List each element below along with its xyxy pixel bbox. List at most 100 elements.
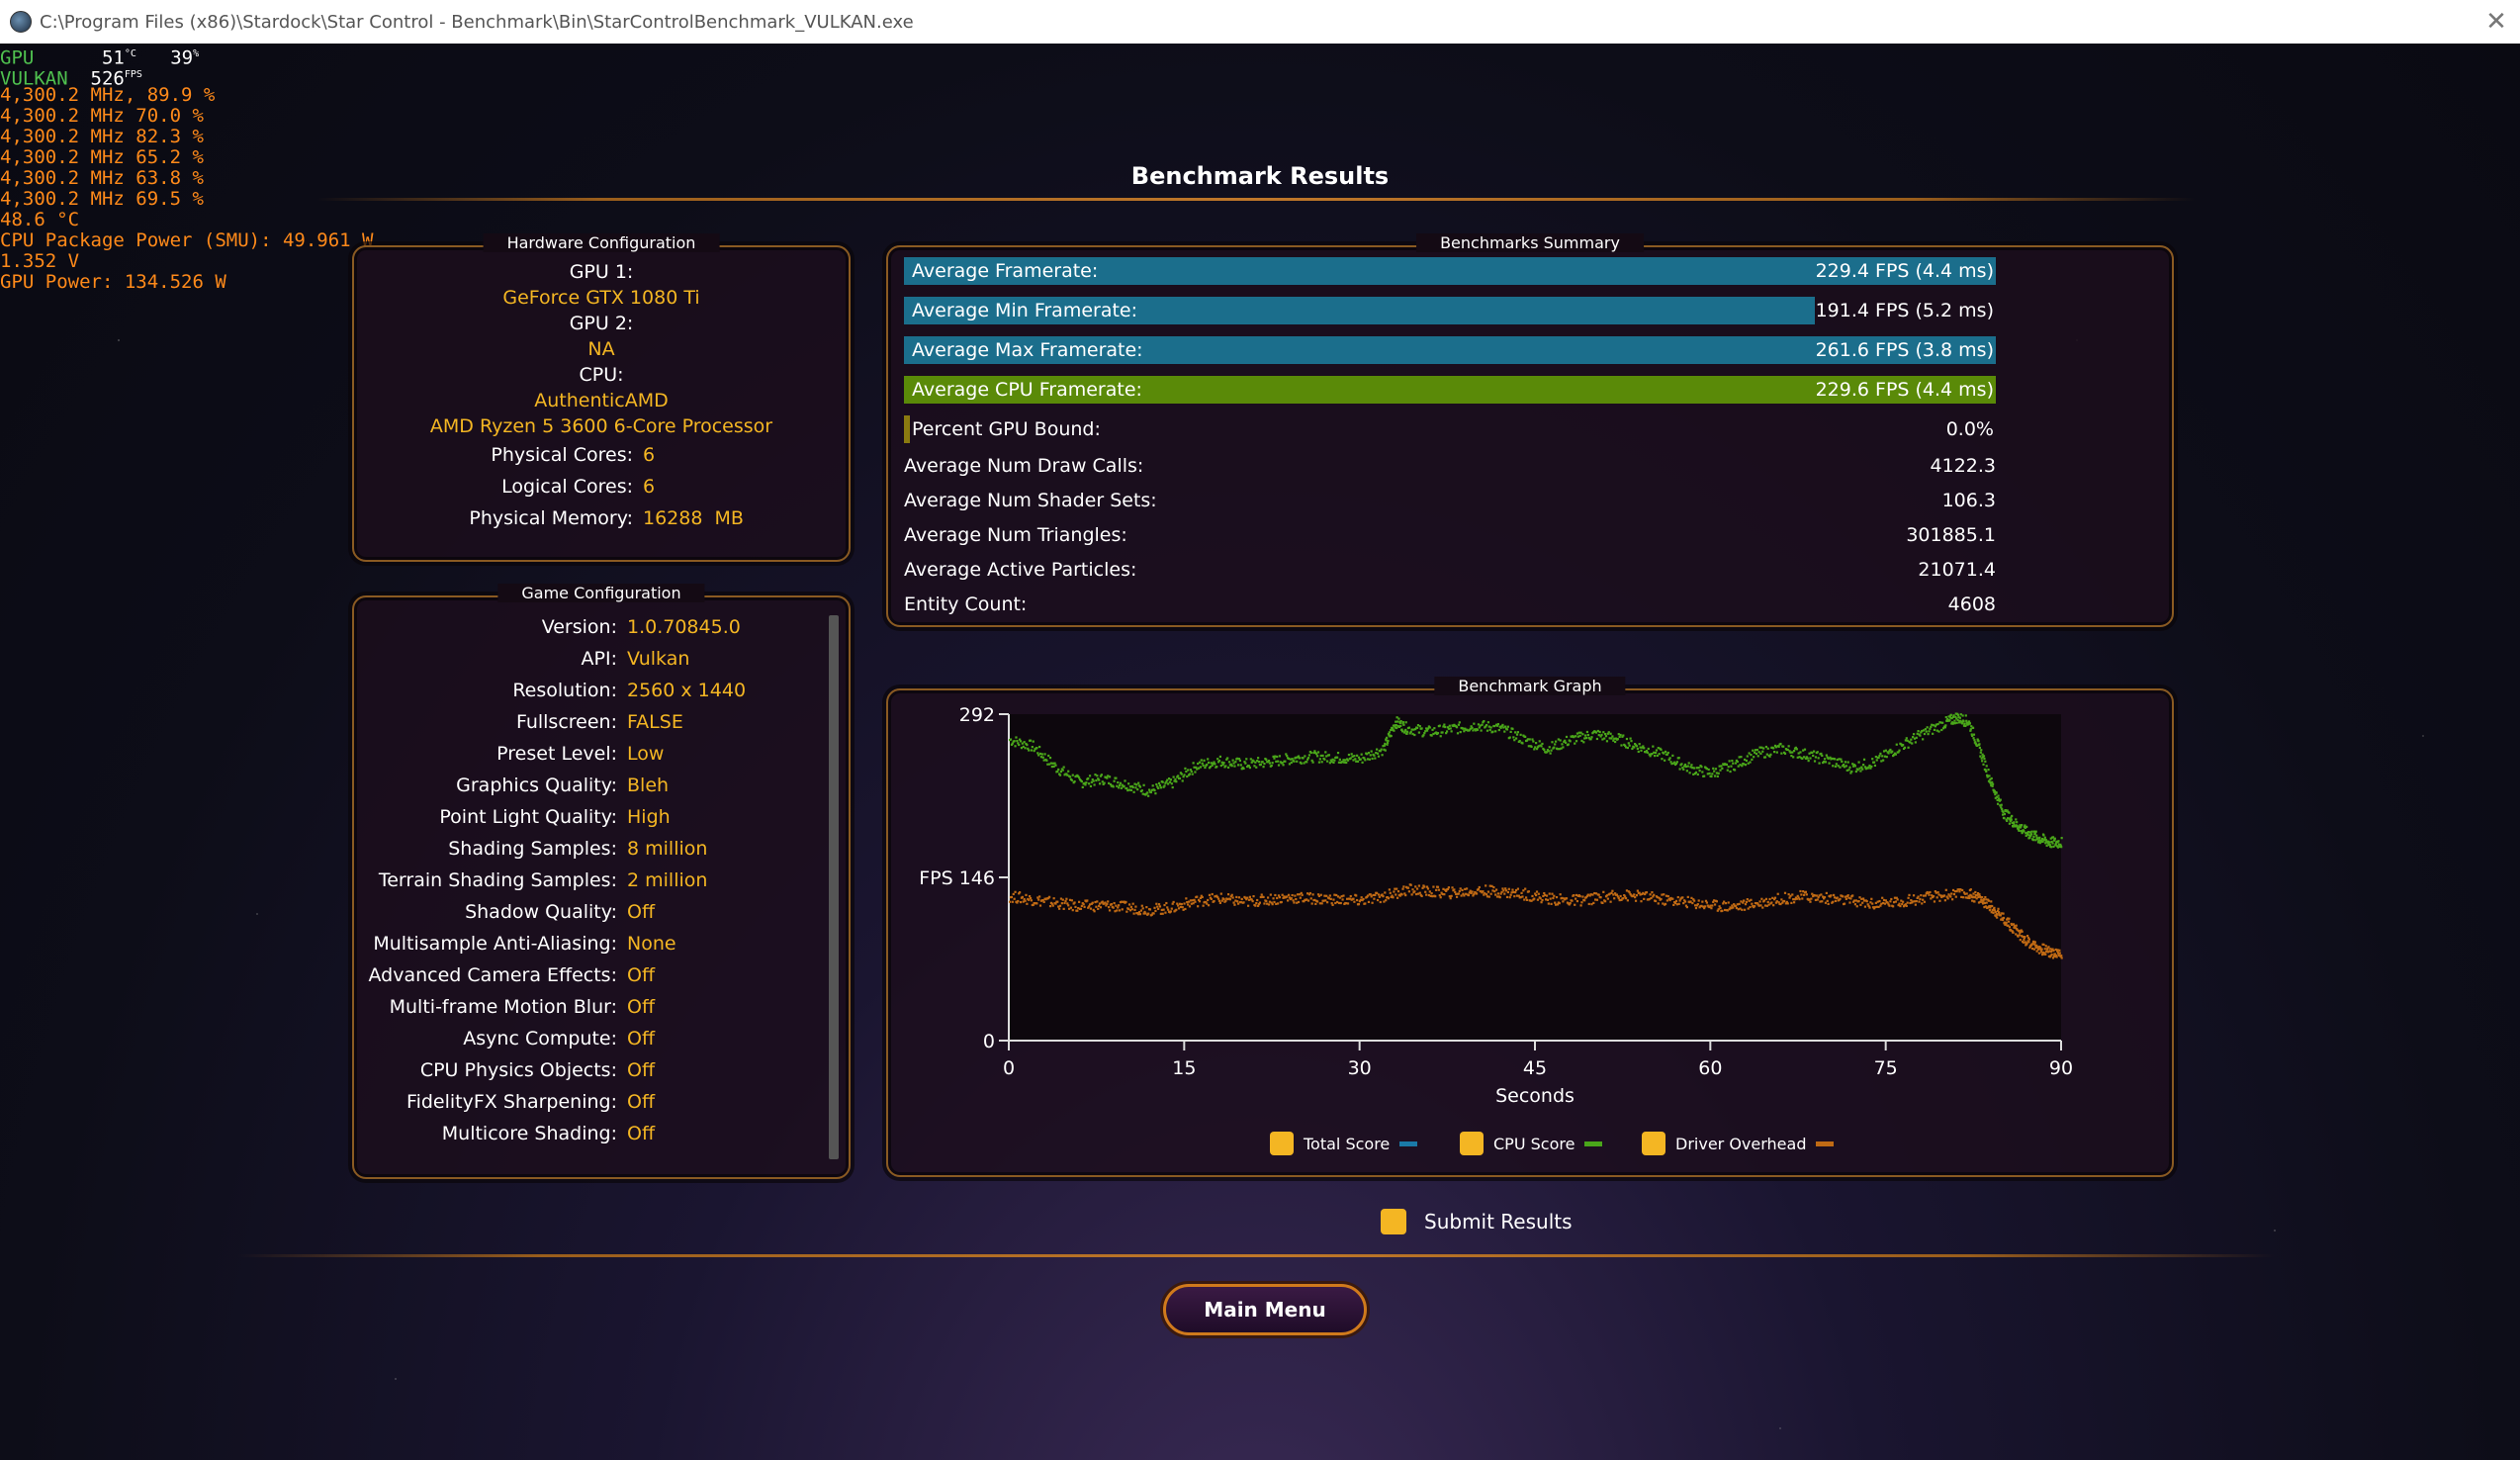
data-point <box>1803 748 1807 751</box>
data-point <box>1049 762 1053 765</box>
data-point <box>1088 782 1091 785</box>
data-point <box>1633 893 1636 896</box>
data-point <box>1868 764 1871 768</box>
legend-total-score[interactable]: Total Score <box>1270 1132 1418 1155</box>
legend-driver-overhead[interactable]: Driver Overhead <box>1642 1132 1835 1155</box>
data-point <box>1874 901 1877 904</box>
data-point <box>1059 770 1063 774</box>
data-point <box>1625 737 1629 741</box>
x-tick-label: 60 <box>1698 1057 1722 1079</box>
data-point <box>1995 791 1998 794</box>
legend-checkbox[interactable] <box>1460 1132 1484 1155</box>
data-point <box>1225 758 1228 761</box>
data-point <box>1369 893 1372 896</box>
data-point <box>1355 894 1358 897</box>
data-point <box>1337 761 1341 764</box>
data-point <box>1667 758 1670 761</box>
data-point <box>1949 716 1952 719</box>
data-point <box>1178 776 1182 780</box>
data-point <box>2016 825 2019 828</box>
data-point <box>1766 900 1769 904</box>
data-point <box>1984 769 1987 772</box>
data-point <box>1556 903 1560 906</box>
data-point <box>1293 901 1296 904</box>
data-point <box>1955 721 1958 724</box>
data-point <box>1434 895 1437 898</box>
data-point <box>1487 895 1490 898</box>
data-point <box>1357 903 1361 906</box>
data-point <box>1263 902 1266 905</box>
data-point <box>1691 767 1694 770</box>
data-point <box>1878 754 1881 758</box>
data-point <box>1618 735 1621 738</box>
gpu2-value: NA <box>587 338 615 360</box>
data-point <box>2051 957 2055 959</box>
data-point <box>1082 903 1085 906</box>
data-point <box>1994 796 1997 799</box>
data-point <box>1332 761 1335 764</box>
data-point <box>2060 846 2063 849</box>
data-point <box>2013 821 2016 824</box>
main-menu-button[interactable]: Main Menu <box>1163 1284 1367 1335</box>
data-point <box>1402 885 1405 888</box>
submit-results-checkbox[interactable] <box>1381 1209 1406 1234</box>
data-point <box>1733 903 1736 906</box>
data-point <box>1206 763 1209 767</box>
data-point <box>1337 901 1341 905</box>
data-point <box>1788 896 1791 899</box>
data-point <box>1972 892 1975 895</box>
submit-results-toggle[interactable]: Submit Results <box>1381 1209 1573 1234</box>
game-config-scrollbar[interactable] <box>829 615 839 1159</box>
legend-checkbox[interactable] <box>1270 1132 1294 1155</box>
data-point <box>2008 822 2011 825</box>
data-point <box>1836 896 1839 899</box>
data-point <box>1879 904 1882 907</box>
data-point <box>1470 891 1473 895</box>
data-point <box>1061 769 1064 772</box>
data-point <box>1978 893 1981 896</box>
data-point <box>1115 904 1118 907</box>
game-config-label: Version: <box>541 616 617 638</box>
data-point <box>1950 716 1953 720</box>
data-point <box>1742 901 1745 904</box>
data-point <box>1849 897 1852 900</box>
data-point <box>1761 906 1764 909</box>
data-point <box>1065 897 1068 900</box>
data-point <box>1309 897 1312 900</box>
legend-checkbox[interactable] <box>1642 1132 1665 1155</box>
data-point <box>1964 724 1967 728</box>
data-point <box>1846 761 1849 764</box>
data-point <box>1443 893 1446 896</box>
data-point <box>1277 760 1280 763</box>
data-point <box>1683 765 1686 768</box>
data-point <box>1013 897 1016 900</box>
data-point <box>1485 725 1487 728</box>
data-point <box>1056 900 1059 903</box>
data-point <box>1239 900 1242 904</box>
data-point <box>2056 949 2059 952</box>
data-point <box>1321 754 1324 757</box>
legend-cpu-score[interactable]: CPU Score <box>1460 1132 1603 1155</box>
data-point <box>1683 899 1686 902</box>
data-point <box>1255 766 1258 769</box>
data-point <box>2018 829 2021 832</box>
data-point <box>1524 887 1527 890</box>
data-point <box>1307 754 1311 757</box>
data-point <box>2011 923 2014 927</box>
data-point <box>1861 768 1864 771</box>
data-point <box>1823 897 1826 900</box>
data-point <box>1147 788 1151 791</box>
data-point <box>1743 763 1746 766</box>
data-point <box>1475 892 1479 895</box>
data-point <box>1019 900 1023 904</box>
data-point <box>2002 916 2006 920</box>
data-point <box>1335 893 1338 897</box>
data-point <box>1565 897 1569 900</box>
data-point <box>1323 894 1326 897</box>
data-point <box>1414 885 1417 888</box>
data-point <box>1048 895 1051 898</box>
data-point <box>1095 905 1098 908</box>
close-icon[interactable]: ✕ <box>2485 7 2507 37</box>
data-point <box>1256 757 1260 760</box>
data-point <box>1895 743 1898 746</box>
